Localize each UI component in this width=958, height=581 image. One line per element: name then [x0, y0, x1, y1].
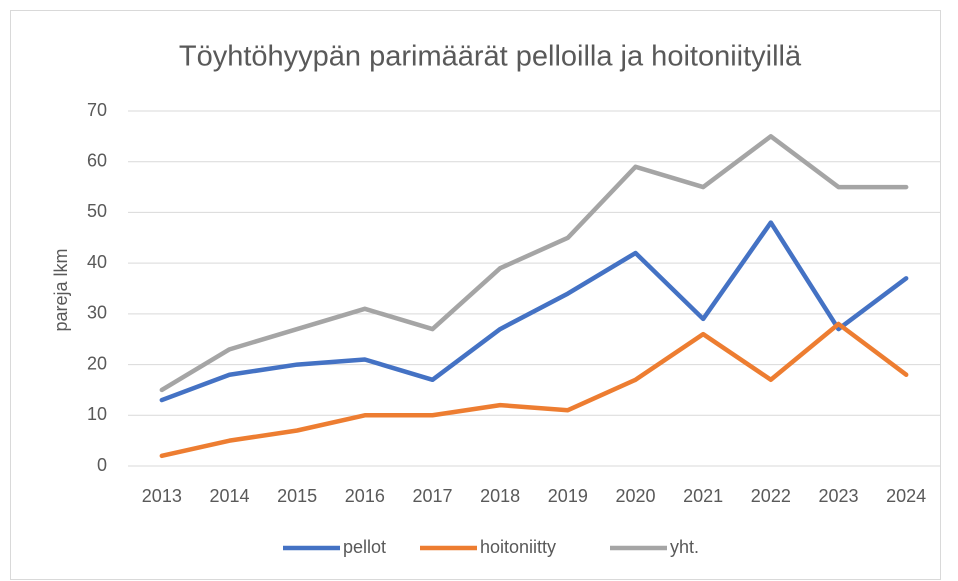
- y-tick-label: 10: [87, 404, 107, 424]
- series-line: [159, 134, 909, 393]
- y-tick-label: 20: [87, 353, 107, 373]
- y-tick-label: 40: [87, 252, 107, 272]
- x-tick-label: 2018: [480, 486, 520, 506]
- x-tick-label: 2014: [209, 486, 249, 506]
- y-tick-label: 60: [87, 150, 107, 170]
- y-tick-label: 0: [97, 455, 107, 475]
- x-tick-label: 2016: [345, 486, 385, 506]
- x-tick-label: 2019: [548, 486, 588, 506]
- y-axis-label: pareja lkm: [51, 248, 71, 331]
- legend-label: hoitoniitty: [480, 537, 556, 557]
- legend-label: yht.: [670, 537, 699, 557]
- x-tick-label: 2022: [751, 486, 791, 506]
- y-tick-label: 30: [87, 303, 107, 323]
- chart-border: [10, 10, 941, 580]
- series-line: [159, 321, 909, 459]
- x-tick-label: 2024: [886, 486, 926, 506]
- x-tick-label: 2023: [818, 486, 858, 506]
- x-tick-label: 2017: [412, 486, 452, 506]
- x-tick-label: 2015: [277, 486, 317, 506]
- chart-title: Töyhtöhyypän parimäärät pelloilla ja hoi…: [179, 41, 802, 73]
- x-tick-label: 2013: [142, 486, 182, 506]
- legend-label: pellot: [343, 537, 386, 557]
- x-tick-label: 2021: [683, 486, 723, 506]
- series-line: [159, 220, 909, 403]
- y-tick-label: 70: [87, 100, 107, 120]
- x-tick-label: 2020: [615, 486, 655, 506]
- y-tick-label: 50: [87, 201, 107, 221]
